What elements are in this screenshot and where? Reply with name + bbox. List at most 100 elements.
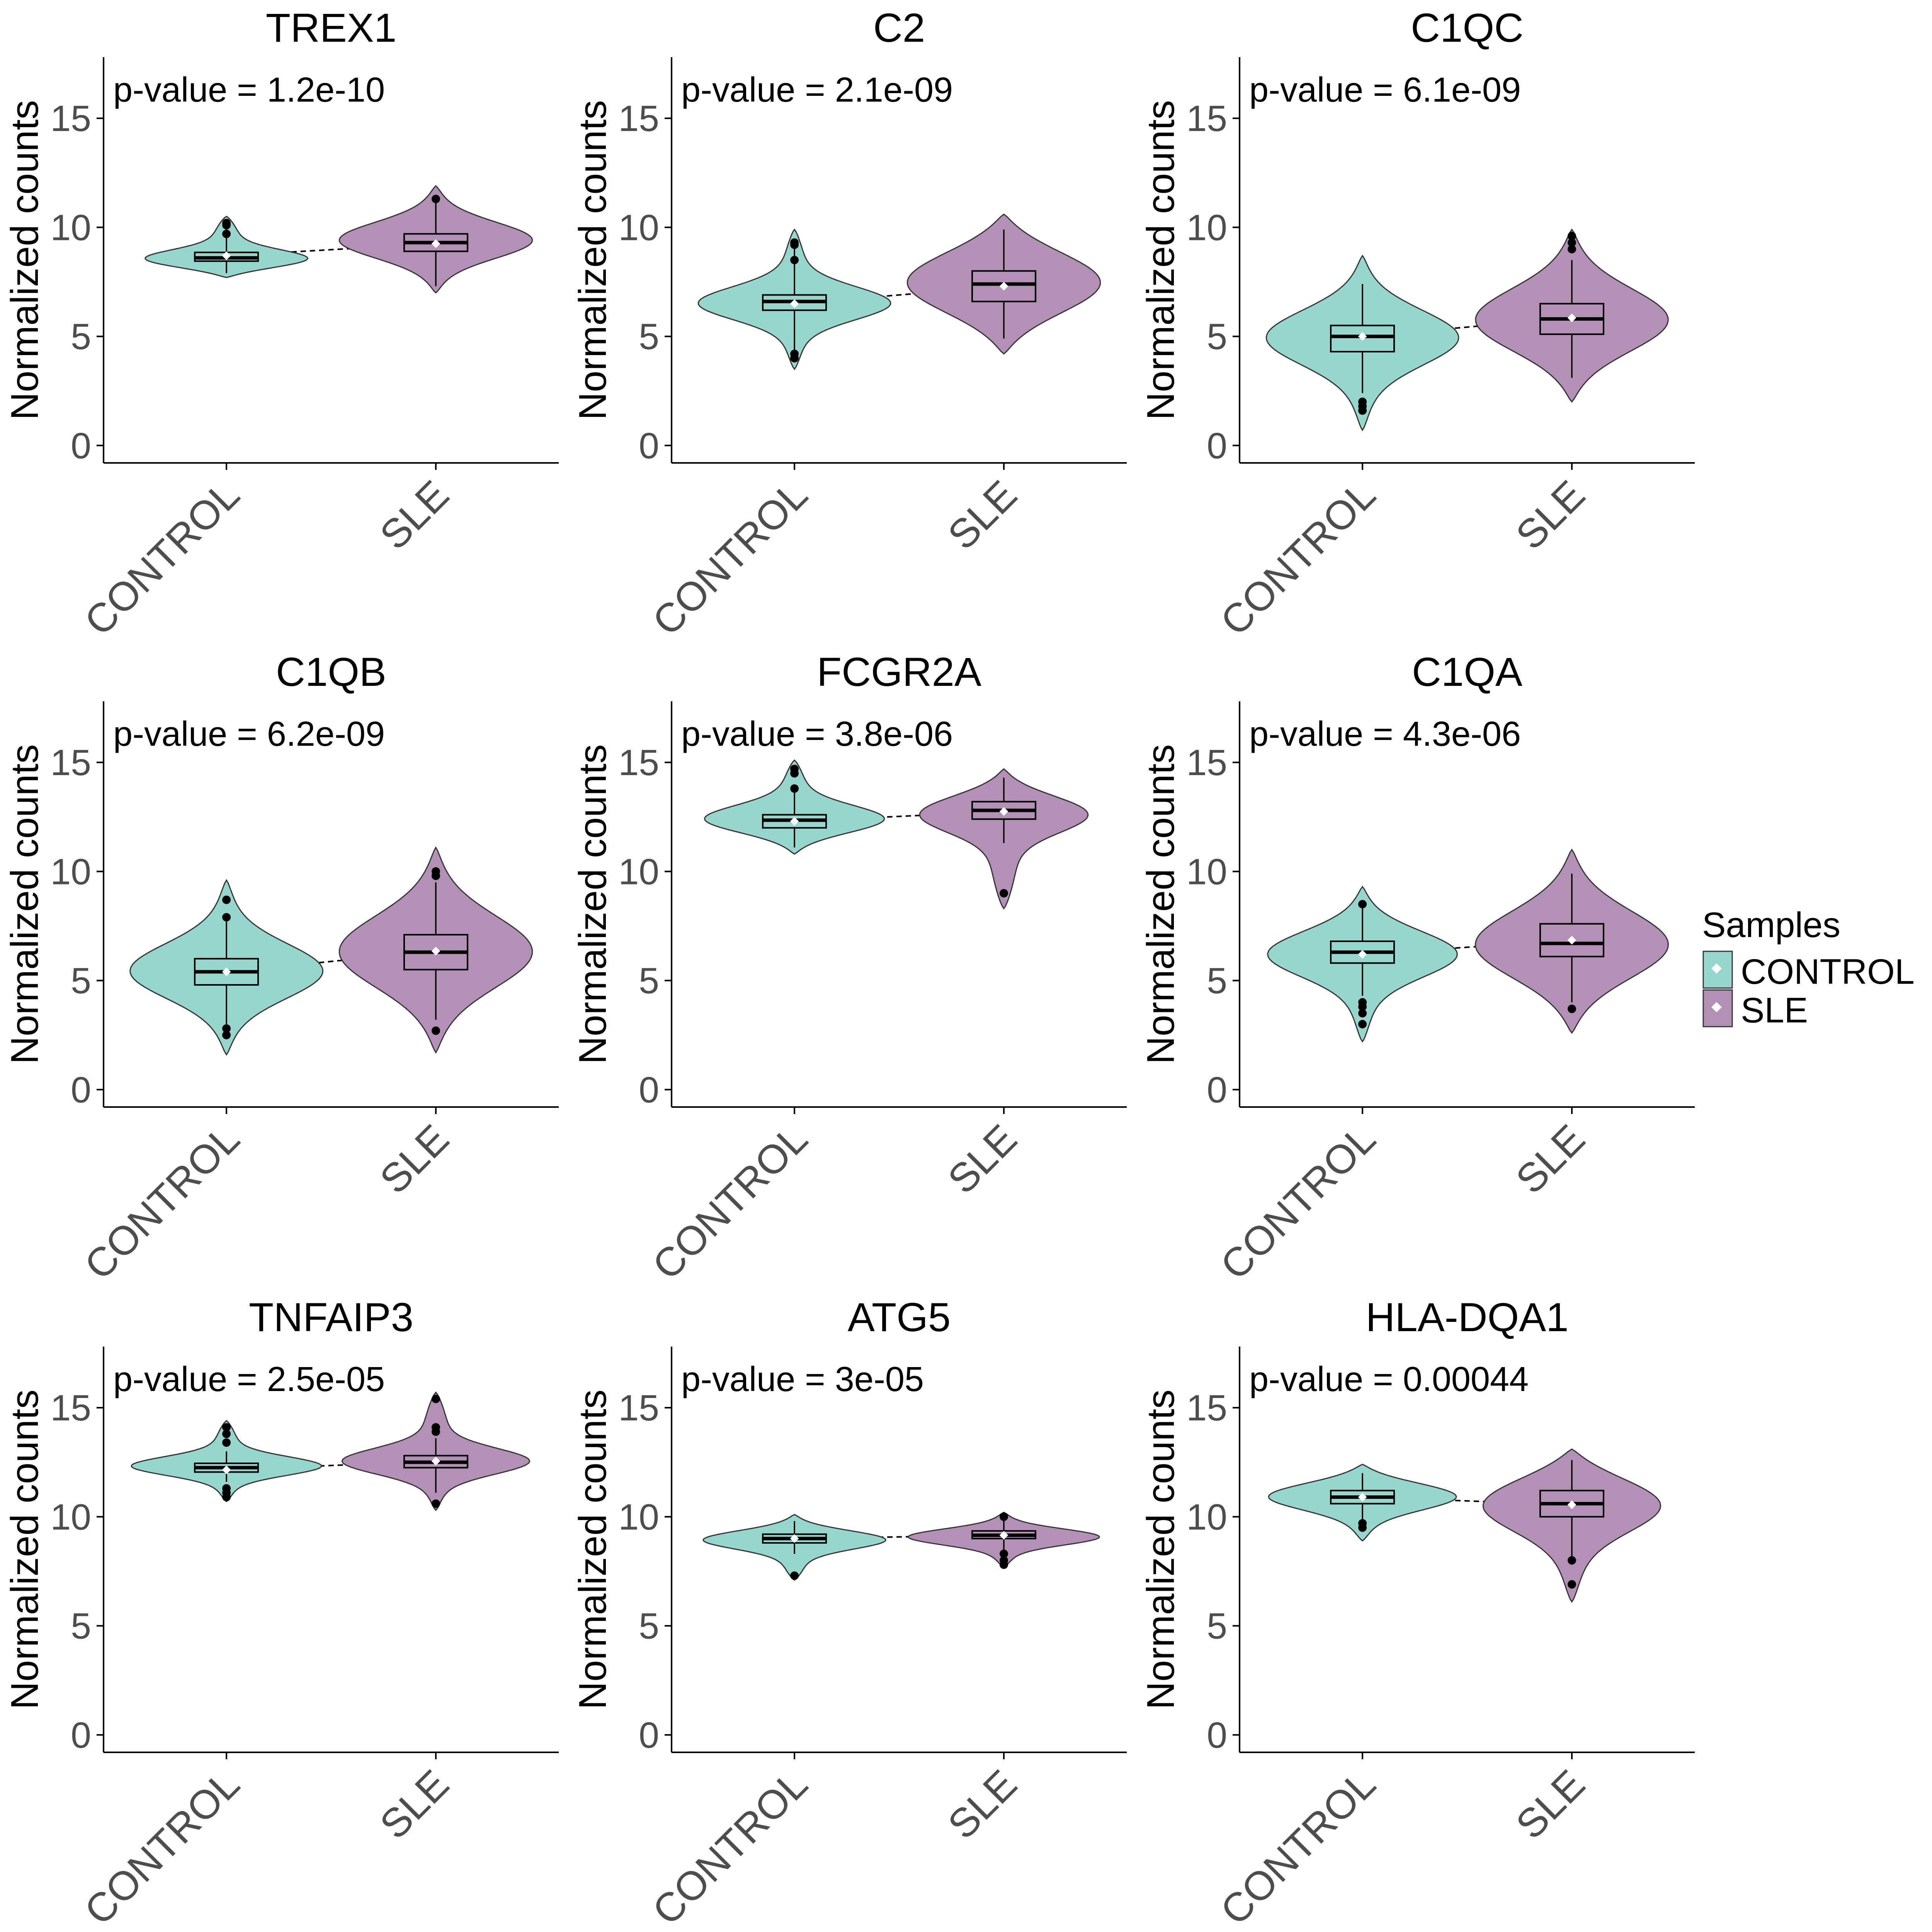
group-control <box>702 1514 886 1581</box>
y-tick-label: 5 <box>639 961 659 1002</box>
panel-c1qb: C1QB Normalized counts 0 5 10 15 p-value = 6.2… <box>3 650 559 1288</box>
outlier-point <box>790 784 799 793</box>
x-tick-label: CONTROL <box>76 472 248 645</box>
outlier-point <box>222 1423 231 1432</box>
panel-c2: C2 Normalized counts 0 5 10 15 p-value = 2.1e-… <box>571 5 1127 644</box>
outlier-point <box>222 1484 231 1493</box>
group-sle <box>907 1512 1100 1569</box>
y-tick-label: 5 <box>71 961 91 1002</box>
outlier-point <box>1358 1009 1367 1018</box>
group-control <box>131 1420 322 1502</box>
y-tick-label: 15 <box>50 1388 91 1429</box>
mean-connector <box>226 243 436 257</box>
outlier-point <box>222 1031 231 1039</box>
y-axis-label: Normalized counts <box>1139 1389 1182 1709</box>
mean-marker <box>431 947 440 956</box>
p-value-annotation: p-value = 3e-05 <box>681 1360 924 1399</box>
y-tick-label: 5 <box>1207 316 1227 357</box>
group-sle <box>1475 228 1669 403</box>
outlier-point <box>222 1438 231 1447</box>
x-tick-label: SLE <box>1507 472 1594 558</box>
x-tick-label: CONTROL <box>1212 472 1384 645</box>
mean-connector <box>794 285 1004 304</box>
outlier-point <box>431 1395 440 1403</box>
outlier-point <box>431 867 440 876</box>
panel-fcgr2a: FCGR2A Normalized counts 0 5 10 15 p-value = 3… <box>571 650 1127 1288</box>
mean-connector <box>226 1460 436 1471</box>
y-tick-label: 15 <box>618 742 659 783</box>
outlier-point <box>222 230 231 238</box>
p-value-annotation: p-value = 6.2e-09 <box>113 715 385 753</box>
mean-marker <box>1358 332 1367 341</box>
y-tick-label: 0 <box>1207 425 1227 466</box>
y-tick-label: 10 <box>618 207 659 248</box>
outlier-point <box>222 895 231 904</box>
mean-marker <box>222 1465 231 1475</box>
panel-hla-dqa1: HLA-DQA1 Normalized counts 0 5 10 15 p-value =… <box>1139 1295 1695 1932</box>
outlier-point <box>1358 900 1367 908</box>
group-control <box>129 879 324 1056</box>
y-tick-label: 5 <box>1207 961 1227 1002</box>
y-tick-label: 15 <box>618 1388 659 1429</box>
mean-connector <box>226 950 436 973</box>
outlier-point <box>999 1549 1008 1558</box>
outlier-point <box>1567 1556 1576 1565</box>
mean-marker <box>790 1534 799 1543</box>
panel-title: TNFAIP3 <box>249 1295 413 1340</box>
y-tick-label: 15 <box>1186 1388 1227 1429</box>
x-tick-label: CONTROL <box>644 1116 816 1289</box>
x-tick-label: SLE <box>371 1116 457 1202</box>
y-axis-label: Normalized counts <box>3 1389 46 1709</box>
mean-marker <box>1567 1500 1577 1509</box>
panel-title: TREX1 <box>266 5 396 51</box>
mean-marker <box>1358 950 1367 959</box>
panel-tnfaip3: TNFAIP3 Normalized counts 0 5 10 15 p-value = … <box>3 1295 559 1932</box>
legend-title: Samples <box>1702 905 1840 945</box>
y-tick-label: 10 <box>618 1497 659 1537</box>
outlier-point <box>1358 397 1367 406</box>
x-tick-label: SLE <box>1507 1116 1594 1202</box>
y-tick-label: 15 <box>1186 742 1227 783</box>
y-tick-label: 0 <box>1207 1070 1227 1111</box>
panel-title: HLA-DQA1 <box>1366 1295 1568 1340</box>
group-sle <box>341 1391 531 1511</box>
mean-connector <box>1362 1496 1572 1506</box>
p-value-annotation: p-value = 6.1e-09 <box>1249 71 1521 109</box>
y-tick-label: 10 <box>618 851 659 892</box>
outlier-point <box>431 194 440 203</box>
y-tick-label: 5 <box>1207 1606 1227 1647</box>
group-sle <box>906 213 1101 355</box>
mean-marker <box>999 1531 1009 1540</box>
outlier-point <box>431 1423 440 1432</box>
mean-marker <box>999 807 1009 816</box>
group-control <box>145 216 309 278</box>
y-tick-label: 0 <box>71 1715 91 1756</box>
y-tick-label: 15 <box>50 98 91 139</box>
p-value-annotation: p-value = 4.3e-06 <box>1249 715 1521 753</box>
legend-label-control: CONTROL <box>1741 952 1915 992</box>
legend-key-sle-marker <box>1711 1002 1722 1012</box>
mean-marker <box>1567 313 1577 322</box>
outlier-point <box>222 1429 231 1438</box>
mean-marker <box>790 299 799 308</box>
y-axis-label: Normalized counts <box>3 100 46 420</box>
y-tick-label: 0 <box>639 1070 659 1111</box>
y-tick-label: 15 <box>1186 98 1227 139</box>
group-sle <box>919 768 1089 910</box>
outlier-point <box>999 1512 1008 1521</box>
panel-title: FCGR2A <box>817 650 981 695</box>
group-sle <box>1475 849 1669 1034</box>
legend: Samples CONTROL SLE <box>1702 905 1915 1030</box>
p-value-annotation: p-value = 1.2e-10 <box>113 71 385 109</box>
panel-title: C1QC <box>1411 5 1524 51</box>
panel-grid: TREX1 Normalized counts 0 5 10 15 p-value = 1.… <box>3 5 1695 1932</box>
outlier-point <box>1567 1580 1576 1589</box>
group-sle <box>338 846 533 1054</box>
outlier-point <box>1358 1020 1367 1029</box>
mean-marker <box>1358 1493 1367 1502</box>
y-axis-label: Normalized counts <box>571 1389 614 1709</box>
y-axis-label: Normalized counts <box>1139 744 1182 1064</box>
x-tick-label: SLE <box>939 1116 1026 1202</box>
panel-trex1: TREX1 Normalized counts 0 5 10 15 p-value = 1.… <box>3 5 559 644</box>
